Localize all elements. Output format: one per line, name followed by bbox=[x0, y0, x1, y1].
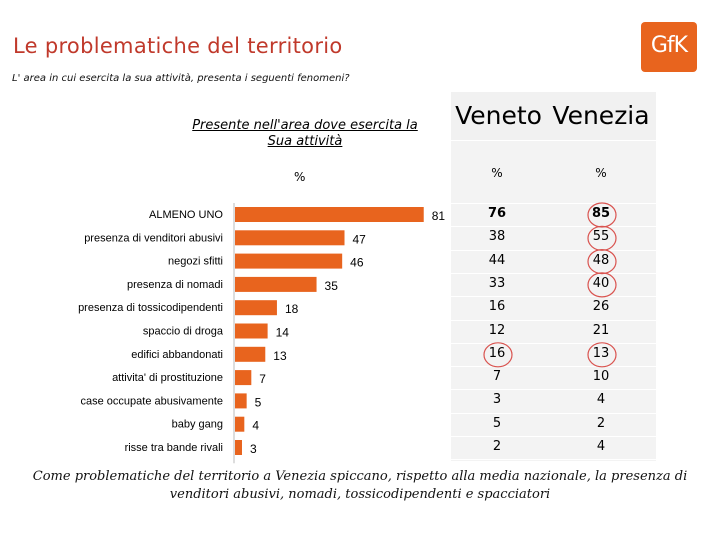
question-text: L' area in cui esercita la sua attività,… bbox=[12, 73, 350, 84]
table-cell-venezia: 13 bbox=[592, 345, 610, 361]
data-label: 35 bbox=[325, 279, 339, 293]
highlight-circle bbox=[587, 342, 617, 368]
table-cell-veneto: 7 bbox=[492, 369, 502, 385]
category-label: edifici abbandonati bbox=[131, 349, 223, 361]
data-label: 47 bbox=[353, 232, 367, 246]
data-label: 7 bbox=[259, 372, 266, 386]
data-label: 46 bbox=[350, 256, 364, 270]
highlight-circle bbox=[587, 272, 617, 298]
table-row-divider bbox=[451, 342, 656, 344]
logo-text: GfK bbox=[650, 33, 688, 58]
bar bbox=[235, 440, 242, 455]
table-cell-veneto: 44 bbox=[488, 252, 506, 268]
category-label: presenza di nomadi bbox=[127, 279, 223, 291]
table-cell-veneto: 5 bbox=[492, 415, 502, 431]
column-header-venezia: Venezia bbox=[546, 92, 656, 140]
column-header-veneto: Veneto bbox=[451, 92, 546, 140]
table-row-divider bbox=[451, 366, 656, 368]
bar bbox=[235, 323, 268, 339]
bar bbox=[235, 393, 247, 409]
data-label: 5 bbox=[255, 395, 262, 409]
table-cell-veneto: 33 bbox=[488, 275, 506, 291]
table-cell-venezia: 10 bbox=[592, 369, 610, 385]
category-label: attivita' di prostituzione bbox=[112, 372, 223, 384]
bar bbox=[235, 253, 343, 269]
table-background bbox=[451, 141, 656, 461]
column-unit-veneto: % bbox=[491, 166, 503, 180]
data-label: 13 bbox=[273, 349, 287, 363]
table-row-divider bbox=[451, 319, 656, 321]
bar bbox=[235, 346, 266, 362]
highlight-circle bbox=[483, 342, 513, 368]
table-cell-veneto: 76 bbox=[487, 206, 507, 221]
table-cell-venezia: 26 bbox=[592, 299, 610, 315]
table-cell-veneto: 12 bbox=[488, 322, 506, 338]
category-label: baby gang bbox=[172, 419, 223, 431]
table-cell-venezia: 48 bbox=[592, 252, 610, 268]
data-label: 4 bbox=[252, 419, 259, 433]
highlight-circle bbox=[587, 225, 617, 251]
table-row-divider bbox=[451, 436, 656, 437]
table-cell-venezia: 4 bbox=[596, 392, 606, 408]
table-cell-venezia: 85 bbox=[591, 206, 611, 221]
table-cell-veneto: 3 bbox=[492, 392, 502, 408]
bar bbox=[235, 300, 277, 316]
table-row-divider bbox=[451, 203, 656, 204]
bar bbox=[235, 370, 252, 386]
category-label: risse tra bande rivali bbox=[125, 442, 223, 454]
table-cell-veneto: 16 bbox=[488, 345, 506, 361]
bar bbox=[235, 230, 345, 246]
table-cell-venezia: 40 bbox=[592, 275, 610, 291]
table-cell-venezia: 55 bbox=[592, 229, 610, 245]
category-label: ALMENO UNO bbox=[149, 209, 223, 221]
chart-title: Presente nell'area dove esercita la Sua … bbox=[192, 118, 418, 149]
table-cell-veneto: 2 bbox=[492, 439, 502, 454]
table-cell-venezia: 21 bbox=[592, 322, 610, 338]
table-row-divider bbox=[451, 272, 656, 274]
table-row-divider bbox=[451, 459, 656, 461]
highlight-circle bbox=[587, 202, 617, 228]
bar bbox=[235, 416, 245, 432]
table-row-divider bbox=[451, 226, 656, 228]
footer-note: Come problematiche del territorio a Vene… bbox=[32, 469, 688, 502]
table-cell-veneto: 16 bbox=[488, 299, 506, 315]
category-label: case occupate abusivamente bbox=[81, 395, 223, 407]
table-row-divider bbox=[451, 389, 656, 391]
table-cell-venezia: 4 bbox=[596, 439, 606, 454]
column-unit-venezia: % bbox=[595, 166, 607, 180]
data-label: 81 bbox=[432, 209, 446, 223]
chart-unit-label: % bbox=[294, 170, 306, 184]
slide-title: Le problematiche del territorio bbox=[13, 34, 343, 58]
category-label: spaccio di droga bbox=[143, 326, 224, 338]
category-label: presenza di tossicodipendenti bbox=[78, 302, 223, 314]
table-cell-venezia: 2 bbox=[596, 415, 606, 431]
category-label: negozi sfitti bbox=[168, 256, 223, 268]
highlight-circle bbox=[587, 249, 617, 275]
bar bbox=[235, 276, 317, 292]
table-row-divider bbox=[451, 296, 656, 298]
table-row-divider bbox=[451, 412, 656, 414]
table-cell-veneto: 38 bbox=[488, 229, 506, 245]
data-label: 18 bbox=[285, 302, 299, 316]
data-label: 14 bbox=[276, 326, 290, 340]
data-label: 3 bbox=[250, 442, 257, 456]
gfk-logo: GfK bbox=[641, 22, 697, 72]
category-label: presenza di venditori abusivi bbox=[84, 232, 223, 244]
table-row-divider bbox=[451, 249, 656, 251]
bar bbox=[235, 207, 424, 222]
